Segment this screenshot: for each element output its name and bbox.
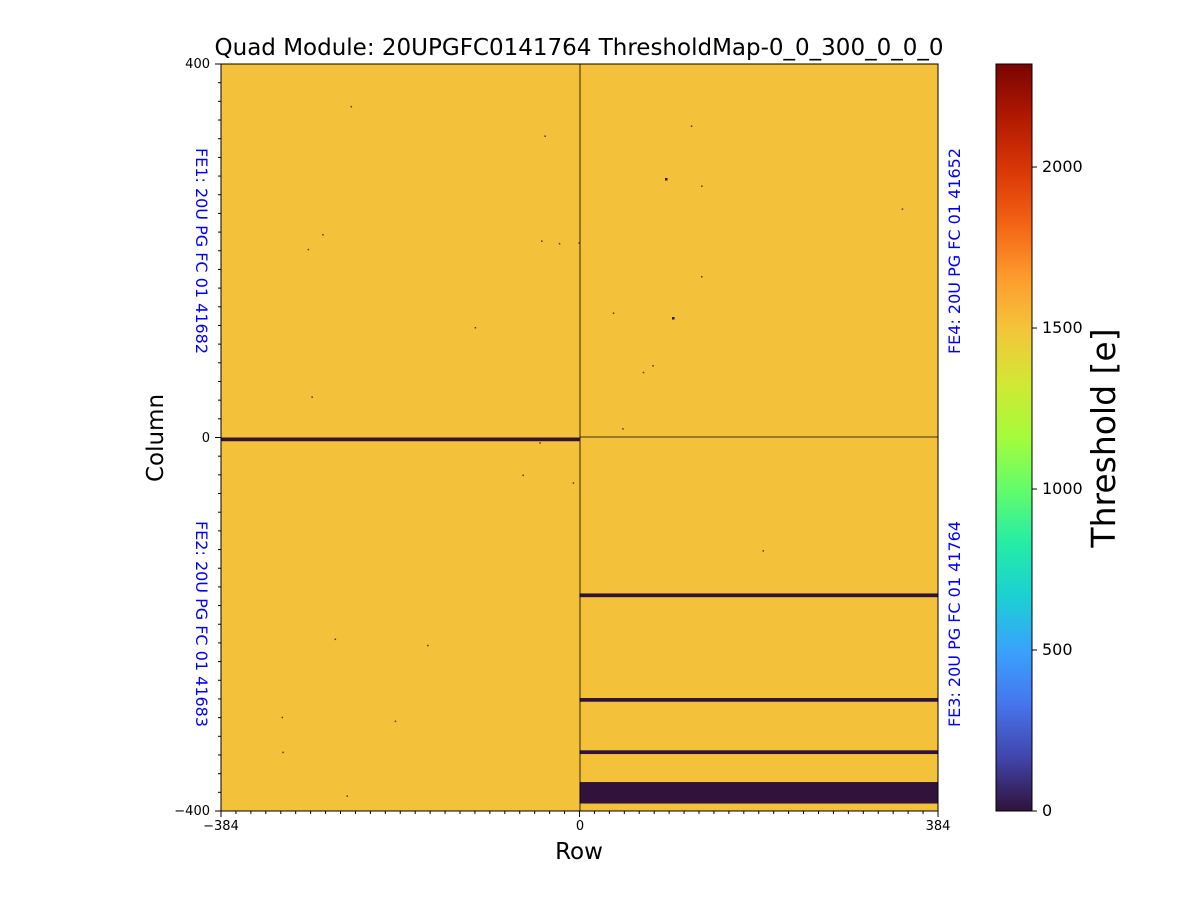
dead-pixel	[322, 233, 324, 236]
chart-title: Quad Module: 20UPGFC0141764 ThresholdMap…	[215, 35, 944, 61]
colorbar-label: Threshold [e]	[1084, 328, 1123, 548]
colorbar-tick-label: 2000	[1042, 157, 1083, 176]
dead-pixel	[334, 638, 337, 641]
x-tick-label-right: 384	[926, 819, 951, 834]
y-axis-ticks	[215, 63, 221, 812]
y-axis-label: Column	[143, 394, 169, 482]
dead-pixel	[701, 275, 703, 278]
x-axis-ticks	[220, 811, 939, 817]
dead-pixel	[612, 312, 615, 314]
chip-label-fe1: FE1: 20U PG FC 01 41682	[192, 148, 211, 354]
dead-band-1	[221, 437, 580, 442]
colorbar-ticks: 0 500 1000 1500 2000	[1032, 157, 1083, 820]
dead-pixel-cluster	[672, 317, 675, 320]
x-axis-label: Row	[555, 839, 603, 865]
dead-pixel	[539, 442, 541, 444]
dead-pixel	[642, 371, 645, 374]
y-tick-label-top: 400	[185, 57, 210, 72]
dead-pixel	[311, 396, 313, 398]
dead-pixel	[558, 242, 561, 245]
dead-pixel	[762, 550, 765, 552]
dead-band-2	[579, 593, 938, 598]
dead-pixel	[901, 208, 904, 210]
y-tick-label-middle: 0	[202, 431, 210, 446]
colorbar: 0 500 1000 1500 2000 Threshold [e]	[995, 63, 1123, 820]
dead-pixel	[474, 326, 477, 329]
y-tick-label-bottom: −400	[174, 804, 210, 819]
dead-pixel	[622, 428, 624, 430]
x-tick-label-left: −384	[203, 819, 239, 834]
dead-pixel-cluster	[665, 178, 668, 181]
dead-band-4	[579, 750, 938, 755]
dead-pixel	[281, 716, 284, 719]
colorbar-tick-label: 1000	[1042, 479, 1083, 498]
colorbar-gradient	[995, 63, 1033, 812]
x-tick-label-middle: 0	[576, 819, 584, 834]
colorbar-tick-label: 0	[1042, 801, 1052, 820]
chip-label-fe3: FE3: 20U PG FC 01 41764	[945, 521, 964, 727]
dead-pixels	[281, 105, 904, 797]
dead-pixel	[889, 783, 892, 786]
colorbar-tick-label: 500	[1042, 640, 1073, 659]
dead-pixel	[522, 474, 524, 477]
dead-pixel	[394, 720, 397, 723]
dead-pixel	[541, 240, 543, 242]
dead-pixel	[578, 242, 580, 244]
dead-pixel	[346, 795, 348, 797]
dead-pixel	[652, 365, 654, 367]
colorbar-tick-label: 1500	[1042, 318, 1083, 337]
chip-label-fe4: FE4: 20U PG FC 01 41652	[945, 148, 964, 354]
dead-band-3	[579, 698, 938, 702]
dead-bands	[221, 437, 938, 804]
dead-pixel	[427, 644, 429, 647]
heatmap-plot-area	[220, 63, 939, 812]
dead-pixel	[350, 105, 353, 108]
dead-pixel	[690, 125, 693, 127]
dead-pixel	[307, 248, 310, 251]
dead-pixel	[701, 185, 703, 187]
chip-label-fe2: FE2: 20U PG FC 01 41683	[192, 521, 211, 727]
dead-band-5	[579, 782, 938, 804]
dead-pixel	[544, 135, 546, 137]
dead-pixel	[282, 751, 284, 754]
dead-pixel	[572, 482, 575, 484]
